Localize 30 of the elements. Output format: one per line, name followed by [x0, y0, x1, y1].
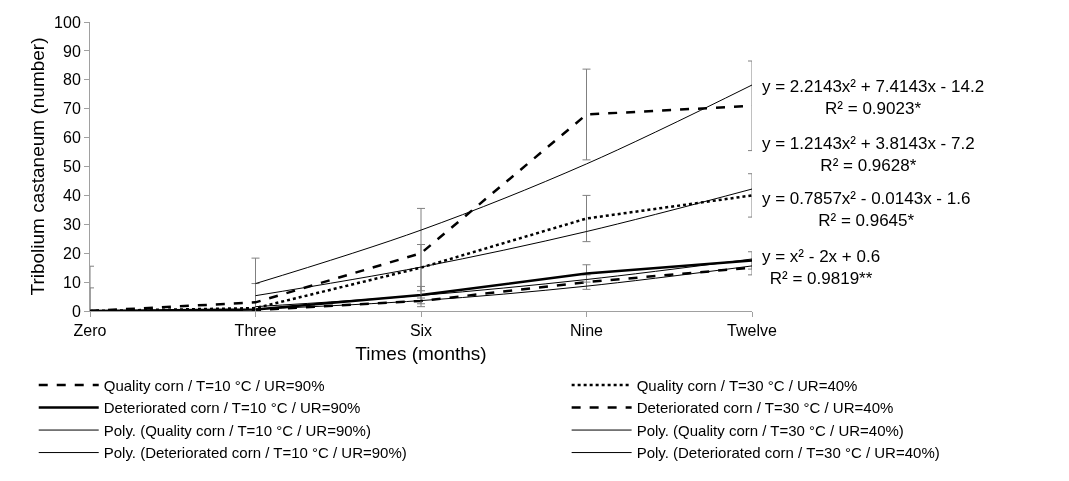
legend-label: Poly. (Quality corn / T=10 °C / UR=90%)	[103, 421, 371, 439]
x-tick-label: Zero	[73, 322, 107, 340]
legend-label: Quality corn / T=30 °C / UR=40%	[636, 376, 858, 394]
y-tick-label: 40	[63, 187, 81, 204]
y-tick-label: 50	[63, 158, 81, 176]
annotation: y = 1.2143x² + 3.8143x - 7.2 R² = 0.9628*	[762, 134, 975, 176]
legend-label: Deteriorated corn / T=10 °C / UR=90%	[103, 399, 361, 417]
x-tick-label: Three	[234, 322, 277, 340]
y-tick-label: 70	[63, 100, 81, 118]
legend-label: Poly. (Deteriorated corn / T=10 °C / UR=90%)	[103, 444, 407, 462]
x-axis-title: Times (months)	[355, 343, 487, 364]
x-tick-label: Twelve	[727, 322, 777, 340]
y-tick-label: 100	[54, 13, 81, 31]
legend-label: Deteriorated corn / T=30 °C / UR=40%	[636, 399, 894, 417]
y-tick-label: 90	[63, 42, 81, 60]
y-tick-label: 60	[63, 129, 81, 147]
y-axis-title: Tribolium castaneum (number)	[26, 37, 48, 296]
y-tick-label: 0	[71, 302, 81, 320]
y-tick-label: 80	[63, 71, 81, 89]
legend-label: Poly. (Deteriorated corn / T=30 °C / UR=40%)	[636, 444, 940, 462]
legend-label: Quality corn / T=10 °C / UR=90%	[103, 376, 325, 394]
x-tick-label: Nine	[570, 322, 604, 340]
annotation: y = 0.7857x² - 0.0143x - 1.6 R² = 0.9645*	[762, 189, 971, 231]
x-tick-label: Six	[409, 322, 433, 340]
annotation: y = 2.2143x² + 7.4143x - 14.2 R² = 0.9023*	[762, 77, 985, 119]
y-tick-label: 10	[63, 273, 81, 291]
annotation: y = x² - 2x + 0.6 R² = 0.9819**	[762, 247, 881, 289]
legend-label: Poly. (Quality corn / T=30 °C / UR=40%)	[636, 421, 904, 439]
y-tick-label: 20	[63, 244, 81, 262]
y-tick-label: 30	[63, 215, 81, 233]
